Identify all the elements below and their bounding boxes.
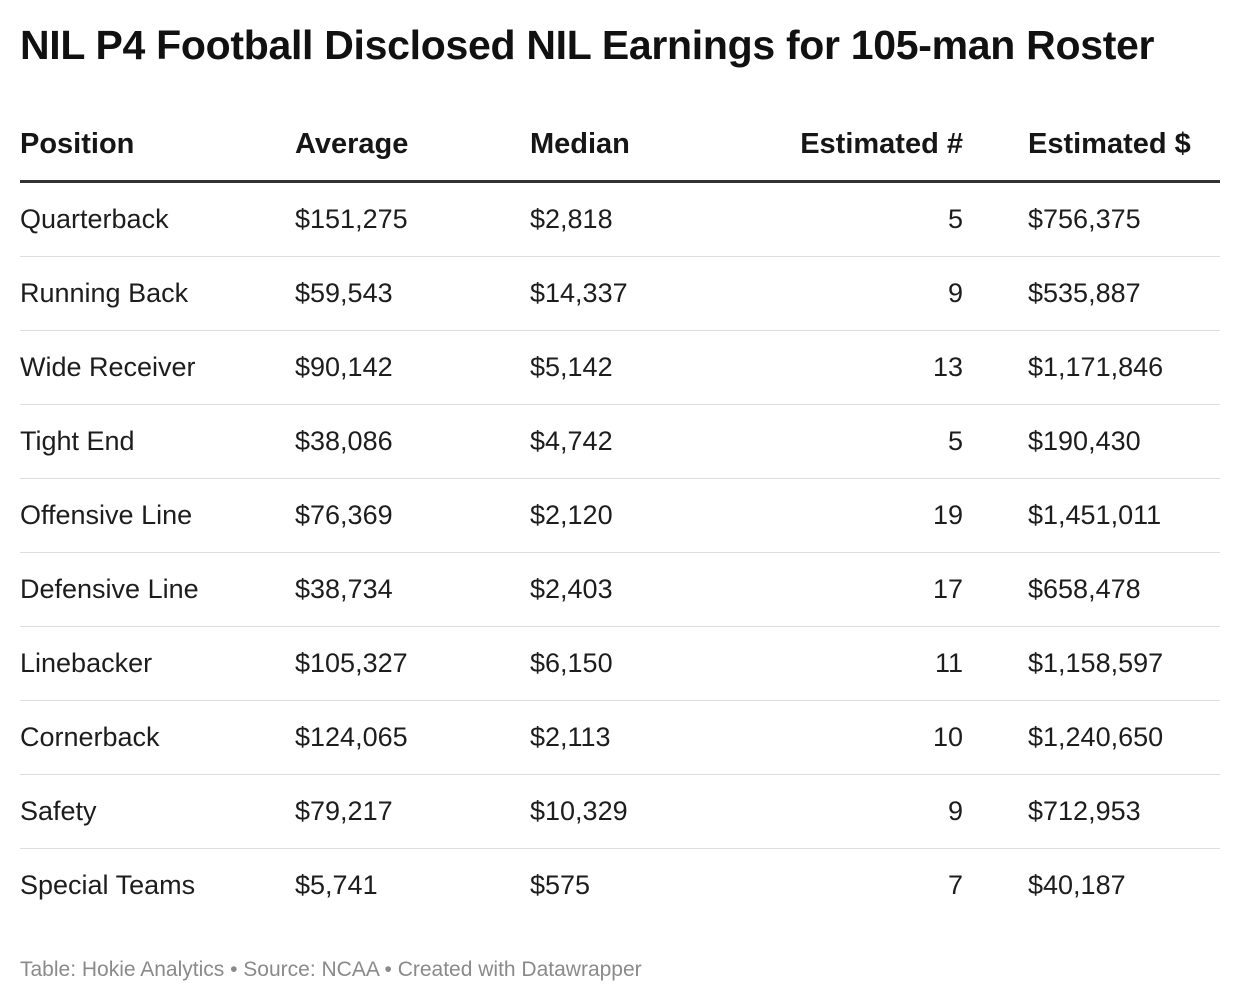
cell-position: Defensive Line xyxy=(20,552,295,627)
cell-estimated-dollars: $1,240,650 xyxy=(963,700,1220,775)
header-row: Position Average Median Estimated # Esti… xyxy=(20,108,1220,183)
cell-average: $105,327 xyxy=(295,626,530,701)
earnings-table: Position Average Median Estimated # Esti… xyxy=(20,108,1220,922)
table-row: Offensive Line $76,369 $2,120 19 $1,451,011 xyxy=(20,478,1220,553)
table-row: Quarterback $151,275 $2,818 5 $756,375 xyxy=(20,181,1220,257)
cell-estimated-count: 19 xyxy=(695,478,963,553)
table-body: Quarterback $151,275 $2,818 5 $756,375 Runnin… xyxy=(20,181,1220,923)
cell-position: Tight End xyxy=(20,404,295,479)
table-row: Running Back $59,543 $14,337 9 $535,887 xyxy=(20,256,1220,331)
table-row: Cornerback $124,065 $2,113 10 $1,240,650 xyxy=(20,700,1220,775)
cell-estimated-dollars: $535,887 xyxy=(963,256,1220,331)
cell-median: $575 xyxy=(530,870,591,900)
cell-estimated-count: 10 xyxy=(695,700,963,775)
cell-position: Running Back xyxy=(20,256,295,331)
cell-position: Safety xyxy=(20,774,295,849)
cell-position: Quarterback xyxy=(20,181,295,257)
cell-median: $6,150 xyxy=(530,626,695,701)
cell-position: Cornerback xyxy=(20,700,295,775)
cell-estimated-dollars: $1,171,846 xyxy=(963,330,1220,405)
cell-median: $2,113 xyxy=(530,700,695,775)
chart-title: NIL P4 Football Disclosed NIL Earnings f… xyxy=(20,22,1155,68)
cell-position: Linebacker xyxy=(20,626,295,701)
cell-estimated-dollars: $712,953 xyxy=(963,774,1220,849)
column-header-position: Position xyxy=(20,108,295,183)
cell-estimated-count: 7 xyxy=(947,870,963,900)
cell-estimated-count: 9 xyxy=(695,256,963,331)
cell-estimated-count: 13 xyxy=(695,330,963,405)
cell-average: $90,142 xyxy=(295,330,530,405)
cell-median: $2,120 xyxy=(530,478,695,553)
table-row: Tight End $38,086 $4,742 5 $190,430 xyxy=(20,404,1220,479)
cell-estimated-dollars: $658,478 xyxy=(963,552,1220,627)
cell-estimated-count: 9 xyxy=(695,774,963,849)
cell-estimated-dollars: $1,158,597 xyxy=(963,626,1220,701)
cell-position: Offensive Line xyxy=(20,478,295,553)
cell-estimated-dollars: $756,375 xyxy=(963,181,1220,257)
cell-average: $124,065 xyxy=(295,700,530,775)
cell-estimated-count: 17 xyxy=(695,552,963,627)
cell-median: $2,403 xyxy=(530,552,695,627)
column-header-estimated-dollars: Estimated $ xyxy=(963,108,1220,183)
cell-estimated-count: 5 xyxy=(695,404,963,479)
cell-average: $59,543 xyxy=(295,256,530,331)
cell-average: $5,741 xyxy=(295,870,378,900)
cell-average: $38,086 xyxy=(295,404,530,479)
cell-median: $5,142 xyxy=(530,330,695,405)
column-header-average: Average xyxy=(295,108,530,183)
cell-median: $4,742 xyxy=(530,404,695,479)
column-header-estimated-count: Estimated # xyxy=(695,108,963,183)
cell-average: $151,275 xyxy=(295,181,530,257)
cell-median: $2,818 xyxy=(530,181,695,257)
cell-average: $76,369 xyxy=(295,478,530,553)
cell-estimated-count: 5 xyxy=(695,181,963,257)
cell-position: Special Teams xyxy=(20,870,196,900)
cell-median: $10,329 xyxy=(530,774,695,849)
table-row: Linebacker $105,327 $6,150 11 $1,158,597 xyxy=(20,626,1220,701)
cell-average: $38,734 xyxy=(295,552,530,627)
cell-average: $79,217 xyxy=(295,774,530,849)
column-header-median: Median xyxy=(530,108,695,183)
table-row: Defensive Line $38,734 $2,403 17 $658,478 xyxy=(20,552,1220,627)
cell-median: $14,337 xyxy=(530,256,695,331)
table-row: Wide Receiver $90,142 $5,142 13 $1,171,846 xyxy=(20,330,1220,405)
cell-estimated-dollars: $40,187 xyxy=(1028,870,1126,900)
cell-estimated-dollars: $190,430 xyxy=(963,404,1220,479)
table-row: Safety $79,217 $10,329 9 $712,953 xyxy=(20,774,1220,849)
cell-estimated-count: 11 xyxy=(695,626,963,701)
chart-footer: Table: Hokie Analytics • Source: NCAA • … xyxy=(20,958,642,981)
cell-estimated-dollars: $1,451,011 xyxy=(963,478,1220,553)
cell-position: Wide Receiver xyxy=(20,330,295,405)
table-row: Special Teams $5,741 $575 7 $40,187 xyxy=(20,849,1220,923)
